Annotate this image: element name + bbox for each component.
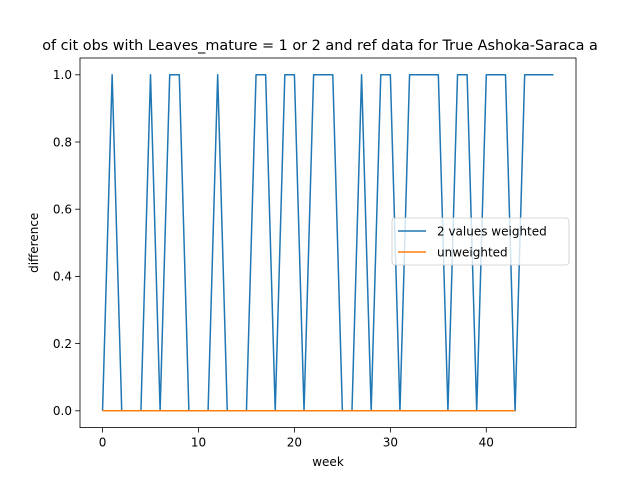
y-tick-label: 0.8 (53, 135, 72, 149)
y-tick-label: 0.4 (53, 270, 72, 284)
series-layer (101, 74, 554, 412)
x-tick-label: 40 (479, 436, 494, 450)
x-tick-label: 10 (191, 436, 206, 450)
y-tick-label: 1.0 (53, 68, 72, 82)
legend-label-weighted: 2 values weighted (437, 225, 547, 239)
series-line-weighted (101, 74, 554, 412)
x-tick-label: 30 (383, 436, 398, 450)
y-axis-label: difference (27, 213, 41, 273)
legend-box (391, 217, 570, 266)
y-tick-label: 0.0 (53, 404, 72, 418)
legend: 2 values weighted unweighted (391, 217, 570, 266)
x-tick-label: 20 (287, 436, 302, 450)
chart-title: of cit obs with Leaves_mature = 1 or 2 a… (42, 38, 598, 54)
x-axis-ticks: 0 10 20 30 40 (99, 427, 494, 450)
legend-label-unweighted: unweighted (437, 246, 508, 260)
x-tick-label: 0 (99, 436, 107, 450)
y-tick-label: 0.2 (53, 337, 72, 351)
plot-frame (79, 57, 577, 429)
y-axis-ticks: 0.0 0.2 0.4 0.6 0.8 1.0 (53, 68, 80, 418)
x-axis-label: week (312, 455, 344, 469)
y-tick-label: 0.6 (53, 203, 72, 217)
